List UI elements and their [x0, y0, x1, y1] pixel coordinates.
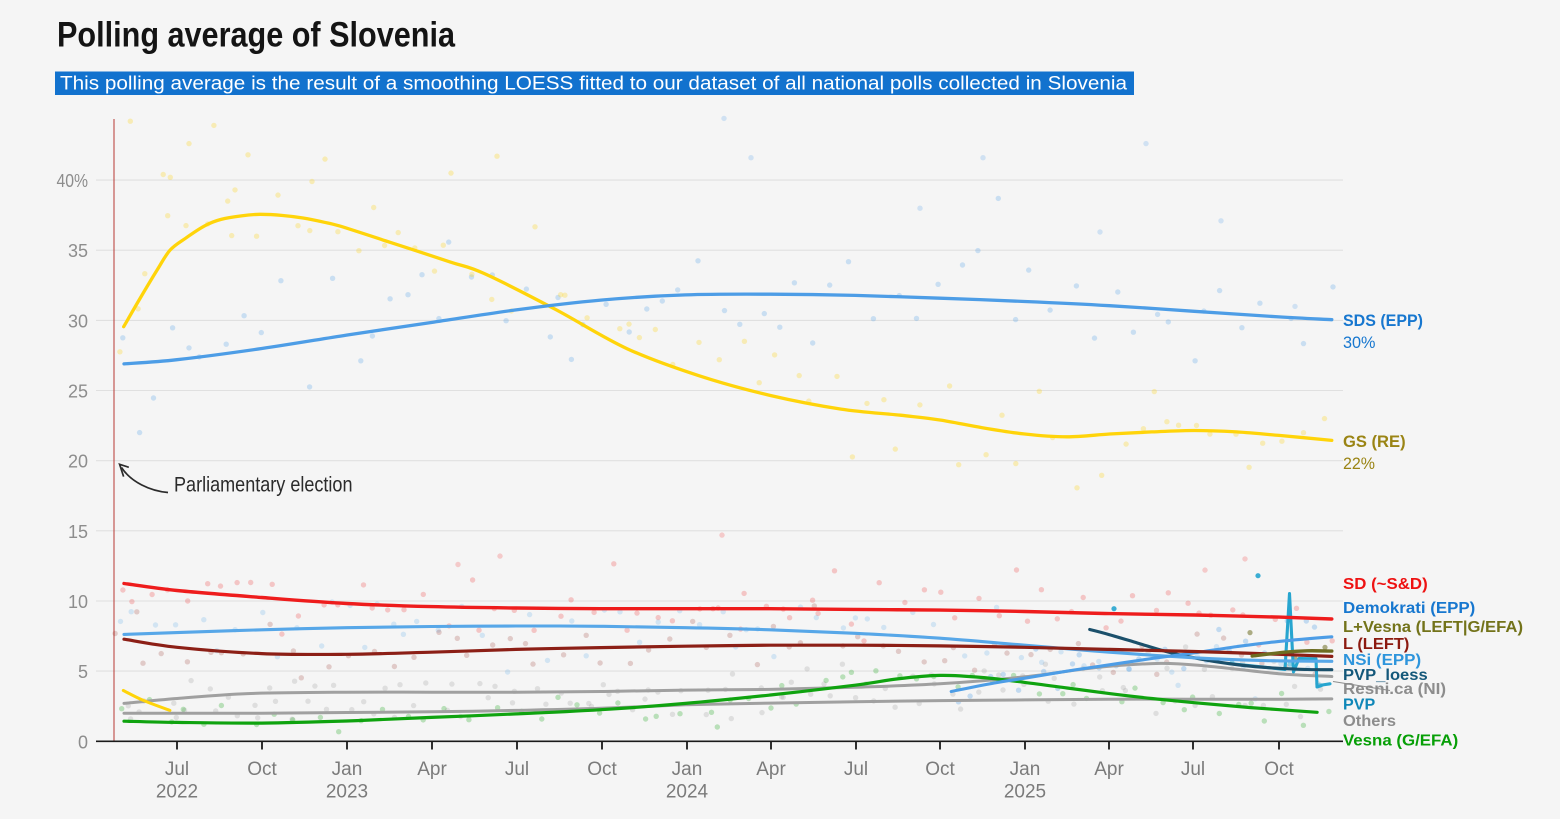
svg-text:PVP_loess: PVP_loess: [1343, 667, 1428, 684]
svg-text:2022: 2022: [156, 782, 198, 803]
svg-text:GS (RE): GS (RE): [1343, 433, 1406, 451]
svg-text:L (LEFT): L (LEFT): [1343, 636, 1409, 653]
svg-text:Apr: Apr: [417, 759, 447, 780]
svg-text:Vesna (G/EFA): Vesna (G/EFA): [1343, 733, 1458, 750]
svg-text:SDS (EPP): SDS (EPP): [1343, 312, 1423, 330]
svg-text:Apr: Apr: [756, 759, 786, 780]
svg-text:2023: 2023: [326, 782, 368, 803]
svg-text:35: 35: [68, 241, 88, 261]
svg-text:Parliamentary election: Parliamentary election: [174, 474, 353, 497]
svg-text:Polling average of Slovenia: Polling average of Slovenia: [57, 15, 455, 55]
svg-text:This polling average is the re: This polling average is the result of a …: [60, 74, 1127, 95]
svg-text:Others: Others: [1343, 713, 1396, 730]
svg-text:Oct: Oct: [1264, 759, 1294, 780]
svg-text:NSi (EPP): NSi (EPP): [1343, 652, 1421, 669]
svg-text:Jul: Jul: [505, 759, 529, 780]
svg-text:PVP: PVP: [1343, 697, 1375, 714]
svg-text:Jan: Jan: [672, 759, 703, 780]
svg-text:Jan: Jan: [1010, 759, 1041, 780]
svg-text:Jan: Jan: [332, 759, 363, 780]
svg-text:Jul: Jul: [165, 759, 189, 780]
svg-text:Apr: Apr: [1094, 759, 1124, 780]
svg-text:Oct: Oct: [247, 759, 277, 780]
svg-text:0: 0: [78, 732, 88, 752]
svg-text:20: 20: [68, 452, 88, 472]
svg-text:15: 15: [68, 522, 88, 542]
svg-text:25: 25: [68, 382, 88, 402]
svg-text:SD (~S&D): SD (~S&D): [1343, 576, 1428, 593]
svg-text:22%: 22%: [1343, 455, 1375, 473]
svg-text:30: 30: [68, 311, 88, 331]
svg-text:Jul: Jul: [844, 759, 868, 780]
svg-text:Resni.ca (NI): Resni.ca (NI): [1343, 681, 1446, 698]
svg-text:2024: 2024: [666, 782, 709, 803]
svg-text:30%: 30%: [1343, 334, 1376, 352]
svg-text:Jul: Jul: [1181, 759, 1205, 780]
svg-text:10: 10: [68, 592, 88, 612]
svg-text:5: 5: [78, 662, 88, 682]
svg-text:40%: 40%: [57, 171, 89, 191]
svg-text:Oct: Oct: [587, 759, 617, 780]
svg-text:L+Vesna (LEFT|G/EFA): L+Vesna (LEFT|G/EFA): [1343, 619, 1523, 636]
svg-text:Demokrati (EPP): Demokrati (EPP): [1343, 600, 1475, 617]
svg-text:Oct: Oct: [925, 759, 955, 780]
svg-text:2025: 2025: [1004, 782, 1046, 803]
